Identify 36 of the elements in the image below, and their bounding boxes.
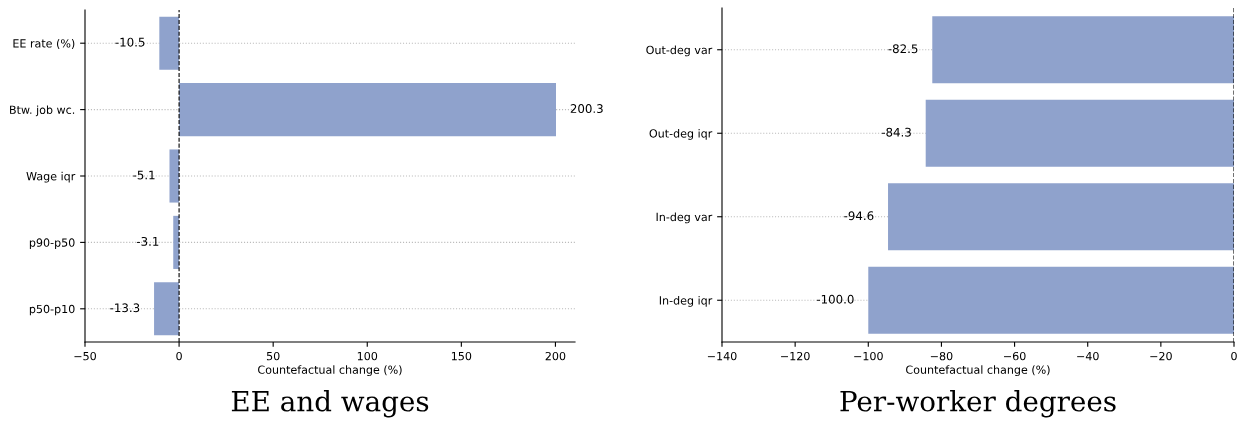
y-tick-label: p90-p50 bbox=[29, 238, 75, 249]
data-label: -84.3 bbox=[881, 127, 911, 137]
x-tick-label: −120 bbox=[781, 351, 810, 361]
data-label: -13.3 bbox=[110, 303, 140, 313]
x-tick-label: 50 bbox=[266, 351, 280, 361]
x-tick-label: 200 bbox=[545, 351, 566, 361]
data-label: -82.5 bbox=[888, 44, 918, 54]
data-label: -94.6 bbox=[844, 211, 874, 221]
data-label: -3.1 bbox=[136, 236, 159, 246]
y-tick-label: Btw. job wc. bbox=[10, 105, 75, 117]
text: Per-worker degrees bbox=[840, 390, 1116, 418]
x-tick-label: −80 bbox=[930, 351, 953, 361]
y-tick-label: In-deg var bbox=[656, 212, 713, 224]
y-tick-label: Wage iqr bbox=[26, 171, 76, 183]
data-label: 200.3 bbox=[570, 104, 603, 114]
x-tick-label: 0 bbox=[176, 351, 182, 361]
x-axis-title: Countefactual change (%) bbox=[906, 365, 1050, 377]
data-label: -100.0 bbox=[816, 294, 854, 304]
x-tick-label: −40 bbox=[1077, 351, 1099, 361]
y-tick-label: In-deg iqr bbox=[659, 296, 713, 307]
x-tick-label: −20 bbox=[1150, 351, 1172, 361]
x-tick-label: −50 bbox=[74, 351, 96, 361]
y-tick-label: EE rate (%) bbox=[13, 38, 75, 49]
y-tick-label: Out-deg iqr bbox=[649, 129, 713, 140]
data-label: -10.5 bbox=[115, 37, 145, 47]
text: EE and wages bbox=[231, 390, 429, 418]
x-tick-label: −100 bbox=[854, 351, 883, 361]
x-axis-title: Countefactual change (%) bbox=[258, 365, 402, 377]
y-tick-label: p50-p10 bbox=[29, 304, 75, 316]
x-tick-label: −60 bbox=[1004, 351, 1026, 361]
data-label: -5.1 bbox=[133, 170, 155, 180]
x-tick-label: 100 bbox=[357, 351, 378, 361]
x-tick-label: 0 bbox=[1231, 351, 1237, 361]
x-tick-label: −140 bbox=[707, 351, 737, 361]
y-tick-label: Out-deg var bbox=[646, 45, 713, 57]
x-tick-label: 150 bbox=[451, 351, 472, 361]
